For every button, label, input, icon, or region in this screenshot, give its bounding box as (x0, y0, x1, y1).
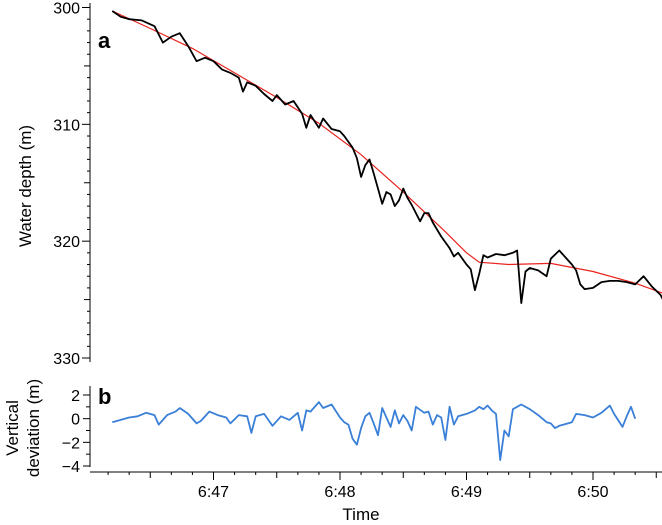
x-tick-label: 6:50 (577, 484, 608, 501)
x-axis-title: Time (342, 505, 379, 524)
panel-b-tick-label: 0 (71, 412, 80, 429)
x-ticks: 6:47 6:48 6:49 6:50 (107, 472, 657, 501)
panel-b: 2 0 −2 −4 b Vertical deviation (m) (3, 379, 637, 477)
x-tick-label: 6:49 (451, 484, 482, 501)
x-tick-label: 6:48 (324, 484, 355, 501)
deviation-line (112, 401, 637, 461)
panel-a-tick-label: 310 (53, 117, 80, 134)
panel-a-tick-label: 330 (53, 351, 80, 368)
x-tick-label: 6:47 (198, 484, 229, 501)
panel-b-tick-label: −2 (62, 435, 80, 452)
x-axis: 6:47 6:48 6:49 6:50 Time (90, 471, 662, 524)
panel-a-tick-label: 300 (53, 1, 80, 18)
panel-b-tick-label: −4 (62, 459, 80, 476)
panel-a: 300 310 320 330 a Water depth (m) (16, 1, 662, 368)
depth-line (111, 10, 662, 304)
panel-b-y-ticks: 2 0 −2 −4 (62, 388, 90, 476)
panel-b-label: b (98, 384, 111, 409)
panel-b-y-axis-title-line2: deviation (m) (24, 379, 43, 477)
panel-b-y-axis-title-line1: Vertical (3, 400, 22, 456)
panel-b-tick-label: 2 (71, 388, 80, 405)
panel-a-y-axis-title: Water depth (m) (16, 125, 35, 247)
panel-a-y-ticks: 300 310 320 330 (53, 1, 90, 368)
fit-line (112, 10, 662, 294)
panel-a-tick-label: 320 (53, 234, 80, 251)
panel-a-label: a (98, 28, 111, 53)
